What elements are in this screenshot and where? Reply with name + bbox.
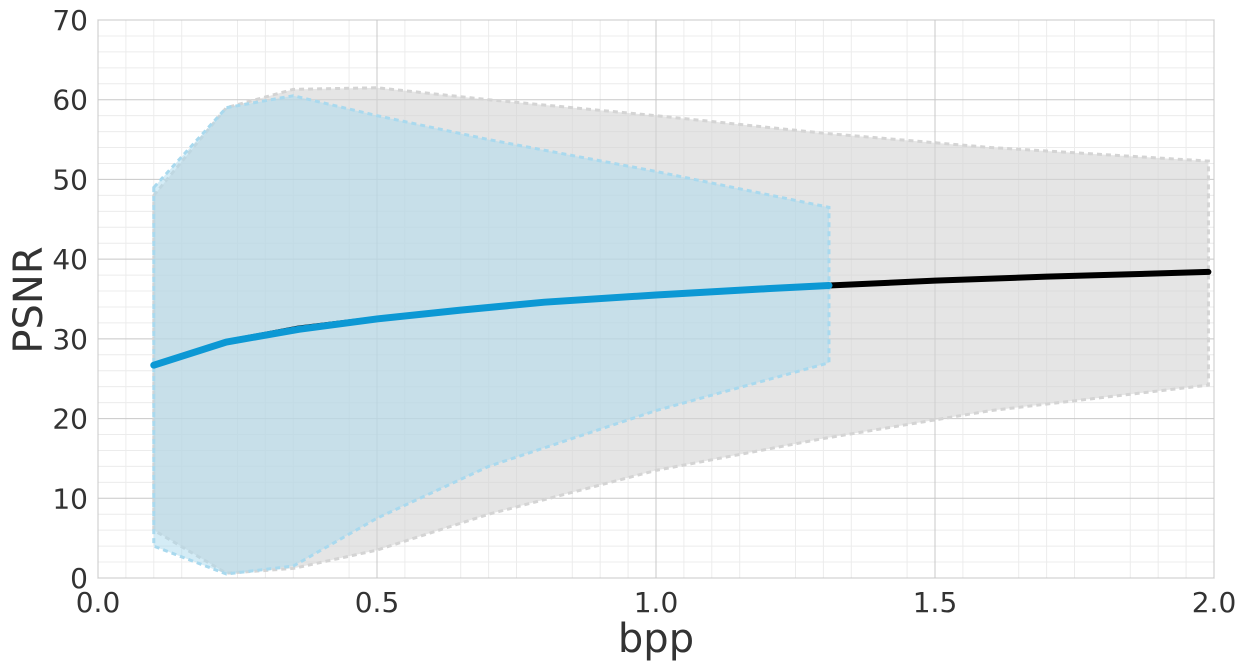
y-tick-label: 40	[52, 243, 88, 276]
band-series-2	[152, 94, 831, 576]
x-tick-label: 1.0	[634, 586, 679, 619]
y-tick-label: 70	[52, 4, 88, 37]
y-tick-label: 50	[52, 163, 88, 196]
x-axis-title: bpp	[618, 616, 694, 662]
series-lines	[150, 268, 1212, 369]
y-tick-label: 60	[52, 84, 88, 117]
x-tick-label: 1.5	[913, 586, 958, 619]
line-series-2	[150, 281, 833, 369]
y-tick-label: 10	[52, 482, 88, 515]
y-tick-label: 30	[52, 323, 88, 356]
y-tick-label: 20	[52, 403, 88, 436]
tick-labels: 0.0 0.5 1.0 1.5 2.0 0 10 20 30 40 50 60 70	[52, 4, 1236, 619]
x-tick-label: 0.5	[355, 586, 400, 619]
y-tick-label: 0	[70, 562, 88, 595]
x-tick-label: 2.0	[1192, 586, 1237, 619]
x-tick-label: 0.0	[76, 586, 121, 619]
confidence-bands	[152, 86, 1210, 576]
y-axis-title: PSNR	[6, 246, 52, 353]
